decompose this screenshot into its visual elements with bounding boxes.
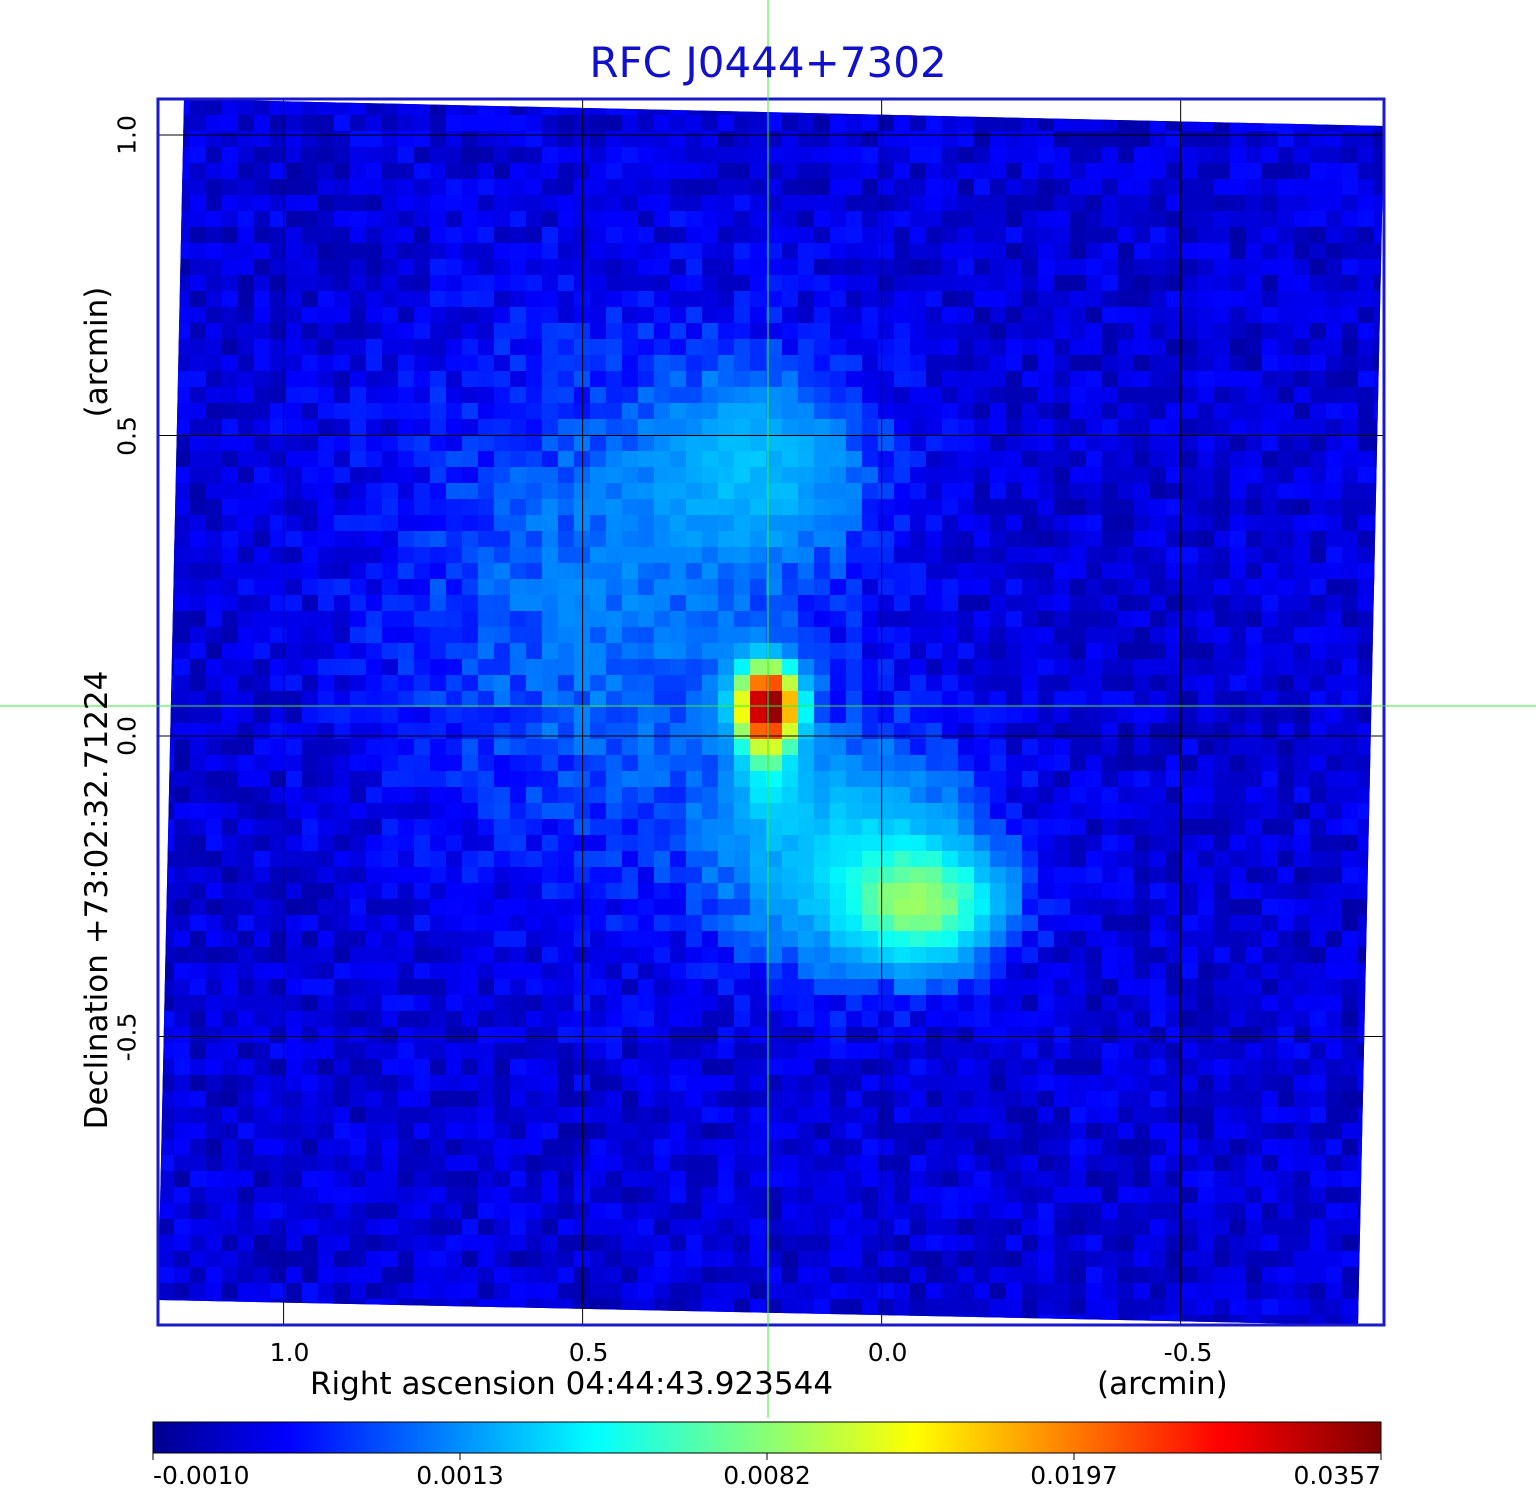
crosshair	[0, 0, 1536, 1418]
colorbar-tick-marks	[152, 1453, 1382, 1460]
y-axis-label: Declination +73:02:32.71224	[79, 670, 115, 1130]
y-tick-label: 0.0	[112, 716, 142, 756]
plot-frame	[156, 97, 1386, 1327]
y-axis-unit: (arcmin)	[79, 286, 115, 418]
colorbar-tick-label: 0.0197	[1030, 1461, 1118, 1490]
colorbar-tick-label: 0.0013	[416, 1461, 504, 1490]
radio-image	[158, 99, 1384, 1325]
x-axis-label: Right ascension 04:44:43.923544	[310, 1366, 834, 1402]
coordinate-grid	[158, 99, 1384, 1325]
colorbar-tick-label: 0.0082	[723, 1461, 811, 1490]
x-tick-label: 1.0	[269, 1338, 310, 1367]
x-tick-label: -0.5	[1163, 1338, 1213, 1367]
y-tick-label: -0.5	[112, 1012, 142, 1061]
pixel-grid	[158, 99, 1384, 1325]
colorbar-tick-label: 0.0357	[1293, 1461, 1381, 1490]
colorbar-tick-label: -0.0010	[153, 1461, 250, 1490]
x-axis-unit: (arcmin)	[1097, 1366, 1228, 1402]
x-tick-label: 0.0	[867, 1338, 908, 1367]
chart-title: RFC J0444+7302	[589, 38, 947, 87]
y-tick-label: 0.5	[112, 415, 142, 456]
colorbar	[152, 1421, 1382, 1454]
y-tick-label: 1.0	[112, 115, 142, 155]
x-tick-label: 0.5	[568, 1338, 609, 1367]
